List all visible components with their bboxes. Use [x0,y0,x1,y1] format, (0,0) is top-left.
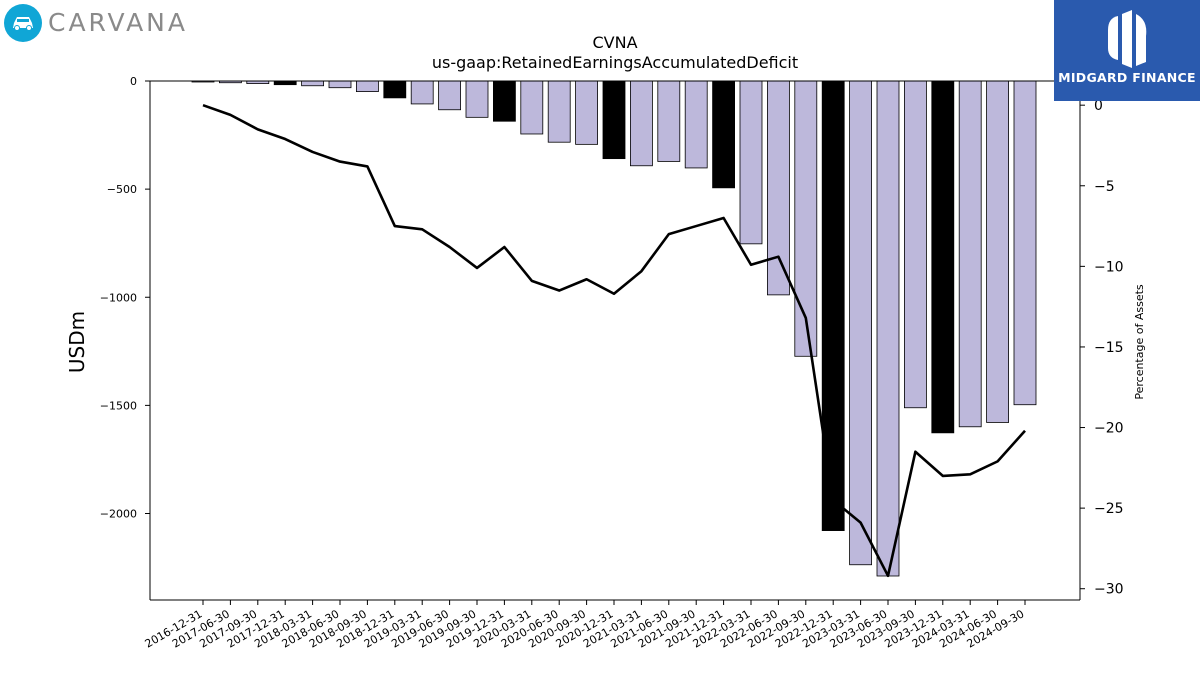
bar-2018-06-30 [328,80,352,89]
bar-2024-06-30 [986,80,1009,423]
midgard-mark-icon [1108,10,1147,68]
y-tick-label: −1000 [100,291,137,304]
bar-2024-09-30 [1013,80,1037,406]
y2-tick-label: −30 [1094,582,1124,598]
carvana-wordmark: CARVANA [48,8,188,37]
y2-tick-label: 0 [1094,98,1103,114]
percentage-of-assets-line [202,103,1026,578]
bar-2018-09-30 [355,80,379,92]
midgard-wordmark: MIDGARD FINANCE [1058,70,1196,85]
bar-2023-06-30 [876,80,900,577]
bar-2021-09-30 [684,80,708,169]
y2-tick-label: −5 [1094,179,1115,195]
bar-2019-03-31 [410,80,434,105]
bar-2021-03-31 [630,80,653,167]
y-axis-label: USDm [65,311,89,373]
bar-2017-12-31 [273,80,297,86]
chart-subtitle: us-gaap:RetainedEarningsAccumulatedDefic… [432,53,798,72]
y2-tick-label: −15 [1094,340,1124,356]
bar-2020-06-30 [547,80,571,143]
y2-tick-label: −20 [1094,421,1124,437]
bar-2022-03-31 [739,80,763,245]
bar-2020-03-31 [520,80,544,135]
y2-axis-label: Percentage of Assets [1133,284,1146,400]
midgard-finance-logo: MIDGARD FINANCE [1054,0,1200,101]
bar-2021-12-31 [712,80,735,189]
y2-axis-ticks: 0 −5 −10 −15 −20 −25 −30 [1080,98,1124,598]
bar-2024-03-31 [958,80,982,428]
bar-2023-03-31 [849,80,872,566]
axes [149,80,1081,601]
bar-2022-12-31 [821,80,845,531]
y2-tick-label: −25 [1094,501,1124,517]
carvana-logo: CARVANA [4,4,185,44]
bar-2018-12-31 [383,80,407,99]
bar-2021-06-30 [657,80,681,162]
x-axis-ticks: 2016-12-312017-06-302017-09-302017-12-31… [143,600,1027,651]
y-tick-label: −2000 [100,508,137,521]
bar-2023-12-31 [931,80,955,434]
bar-2023-09-30 [904,80,927,409]
y-tick-label: −500 [107,183,137,196]
y2-tick-label: −10 [1094,259,1124,275]
bar-2019-06-30 [438,80,462,111]
chart-title: CVNA [592,33,637,52]
car-icon [4,4,42,42]
bar-series [191,80,1037,577]
bar-2020-12-31 [602,80,626,160]
line-series [202,103,1026,578]
bar-2019-09-30 [465,80,489,118]
y-tick-label: −1500 [100,399,137,412]
bar-2019-12-31 [492,80,516,122]
y-axis-ticks: 0 −500 −1000 −1500 −2000 [100,75,150,521]
bar-2022-06-30 [767,80,790,296]
bar-2018-03-31 [301,80,325,87]
bar-2020-09-30 [575,80,598,145]
y-tick-label: 0 [130,75,137,88]
